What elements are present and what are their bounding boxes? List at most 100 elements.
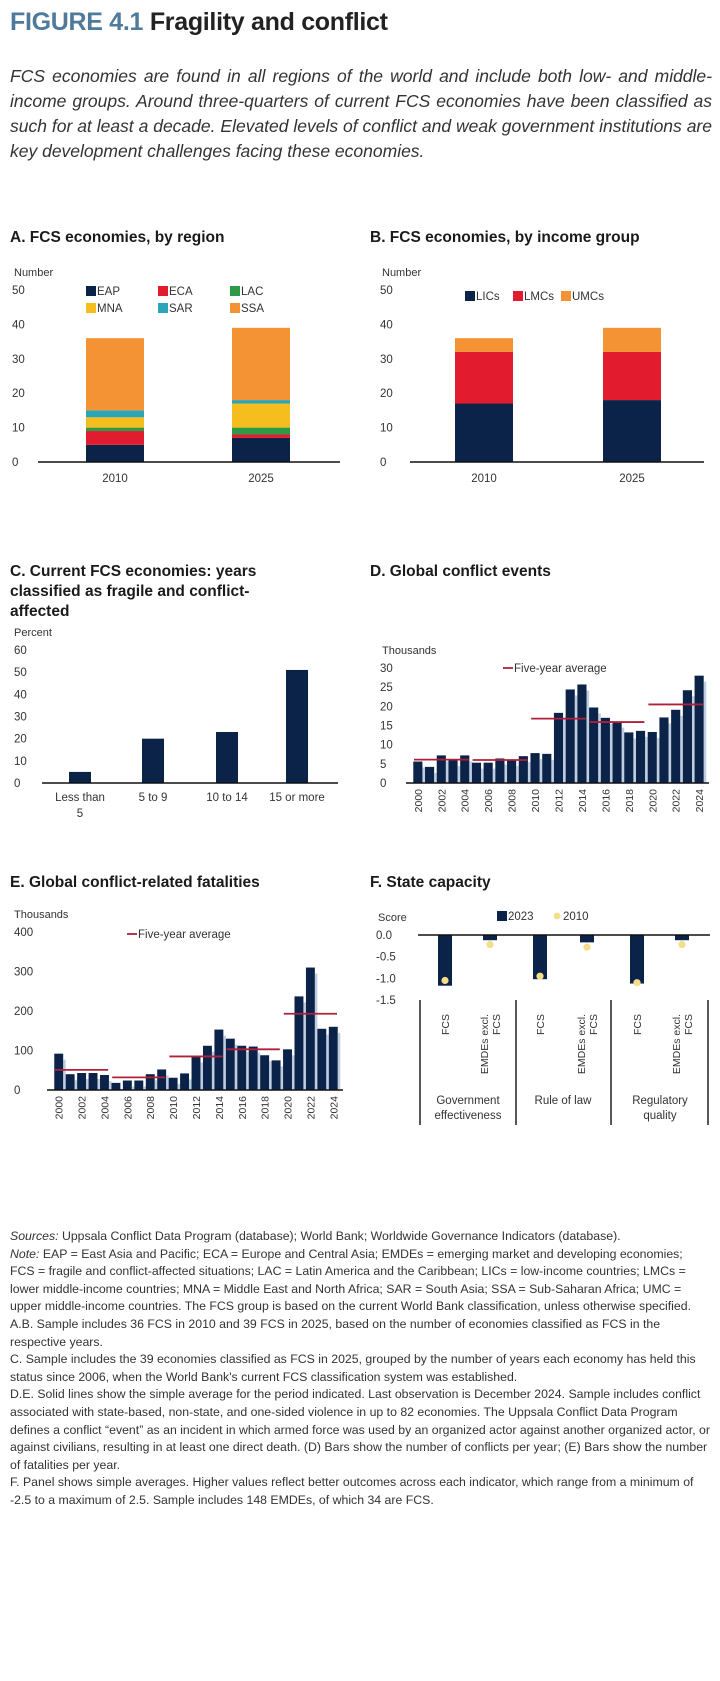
x-tick-label: FCS — [632, 1014, 644, 1035]
bar-2000 — [54, 1053, 64, 1090]
y-tick-label: 50 — [380, 285, 393, 297]
bar-2004 — [460, 755, 470, 783]
bar-shadow-2010 — [539, 759, 543, 783]
bar-2000 — [413, 761, 423, 783]
bar-segment-mna-2010 — [86, 417, 144, 428]
bar-2023 — [682, 690, 692, 783]
bar-shadow-2017 — [621, 727, 625, 783]
x-tick-label: 10 to 14 — [206, 792, 248, 804]
x-tick-label: 2004 — [99, 1096, 111, 1120]
bar-segment-lmcs-2025 — [603, 351, 661, 401]
legend-swatch-ssa — [230, 303, 240, 313]
bar-shadow-2017 — [257, 1052, 261, 1090]
legend-label-mna: MNA — [97, 303, 123, 315]
bar-shadow-2009 — [527, 762, 531, 783]
y-tick-label: 0 — [380, 457, 386, 469]
y-tick-label: 20 — [14, 734, 27, 746]
bar-2024 — [328, 1026, 338, 1090]
bar-segment-eap-2010 — [86, 444, 144, 462]
y-axis-label: Score — [378, 912, 407, 924]
legend-label-lics: LICs — [476, 291, 500, 303]
x-tick-label: 2012 — [191, 1096, 203, 1120]
figure-title-text: Fragility and conflict — [149, 8, 388, 36]
y-tick-label: 30 — [14, 712, 27, 724]
x-tick-label: 2008 — [507, 789, 519, 813]
bar-2001 — [425, 766, 435, 783]
legend-label-five-year-average: Five-year average — [138, 929, 231, 941]
x-tick-label: 2010 — [471, 473, 497, 485]
bar-shadow-2024 — [703, 681, 707, 783]
bar-shadow-2015 — [598, 713, 601, 783]
bar-2005 — [471, 762, 482, 783]
bar-2012 — [553, 712, 564, 783]
y-axis-label: Number — [14, 267, 53, 279]
y-tick-label: 25 — [380, 682, 393, 694]
bar-segment-ssa-2010 — [86, 338, 144, 411]
bar-2022 — [305, 967, 315, 1090]
x-tick-label: FCS — [491, 1014, 503, 1035]
bar-segment-lmcs-2010 — [455, 351, 513, 404]
bar-segment-sar-2025 — [232, 400, 290, 404]
figure-label: FIGURE 4.1 — [10, 8, 144, 36]
bar-shadow-2004 — [108, 1080, 112, 1090]
x-tick-label: 2024 — [694, 789, 706, 813]
note-label: Note: — [10, 1246, 40, 1261]
x-tick-label: 2025 — [619, 473, 645, 485]
panel-d-title: D. Global conflict events — [370, 563, 551, 580]
bar-2006 — [122, 1080, 132, 1090]
figure-notes: Sources: Uppsala Conflict Data Program (… — [10, 1228, 710, 1510]
y-tick-label: 10 — [380, 423, 393, 435]
x-tick-label: 2002 — [77, 1096, 89, 1120]
bar-2022 — [671, 709, 681, 783]
bar-segment-eca-2025 — [232, 434, 290, 438]
y-tick-label: 30 — [380, 663, 393, 675]
group-label: Regulatory — [632, 1095, 688, 1107]
bar-shadow-2000 — [63, 1059, 66, 1090]
bar-2004 — [100, 1074, 109, 1090]
y-tick-label: 0 — [14, 1085, 20, 1097]
x-tick-label: 2022 — [305, 1096, 317, 1120]
x-tick-label: FCS — [440, 1014, 452, 1035]
bar-shadow-2019 — [280, 1066, 284, 1090]
bar-2015 — [589, 707, 599, 783]
y-axis-label: Number — [382, 267, 421, 279]
bar-2015 — [225, 1038, 235, 1090]
bar-shadow-2005 — [481, 768, 484, 783]
bar-segment-ssa-2025 — [232, 327, 290, 401]
panel-e-title: E. Global conflict-related fatalities — [10, 874, 260, 891]
x-tick-label: 2024 — [328, 1096, 340, 1120]
y-tick-label: 30 — [12, 354, 25, 366]
bar-2023-fcs — [630, 935, 644, 984]
x-tick-label: 2020 — [647, 789, 659, 813]
sources-text: Uppsala Conflict Data Program (database)… — [58, 1229, 621, 1243]
y-tick-label: 0 — [14, 778, 20, 790]
bar-shadow-2008 — [516, 766, 519, 783]
bar-shadow-2010 — [177, 1083, 181, 1090]
y-axis-label: Thousands — [14, 909, 69, 921]
y-tick-label: 50 — [12, 285, 25, 297]
bar-less-than-5 — [69, 771, 91, 783]
bar-segment-mna-2025 — [232, 403, 290, 428]
bar-2008 — [145, 1074, 155, 1090]
bar-segment-lics-2010 — [455, 403, 513, 462]
legend-label-lac: LAC — [241, 286, 263, 298]
bar-2009 — [157, 1069, 167, 1090]
bar-shadow-2018 — [633, 738, 636, 783]
y-tick-label: 0 — [380, 778, 386, 790]
bar-segment-umcs-2025 — [603, 327, 661, 352]
x-tick-label: 2010 — [168, 1096, 180, 1120]
x-tick-label: 2000 — [54, 1096, 66, 1120]
x-tick-label: 2010 — [102, 473, 128, 485]
bar-shadow-2023 — [326, 1034, 329, 1090]
bar-shadow-2002 — [445, 761, 449, 783]
panel-c-title: C. Current FCS economies: years classifi… — [10, 563, 257, 620]
bar-shadow-2007 — [504, 764, 508, 783]
legend-swatch-eca — [158, 286, 168, 296]
bar-2017 — [612, 721, 622, 783]
y-axis-label: Percent — [14, 627, 52, 639]
x-tick-label: 2006 — [122, 1096, 134, 1120]
marker-2010-emdes-excl-fcs — [583, 943, 591, 951]
chart-b-by-income: Number 0 10 20 30 40 50 2010 2025 LICs LMCs UMCs — [380, 267, 704, 485]
legend-label-umcs: UMCs — [572, 291, 604, 303]
